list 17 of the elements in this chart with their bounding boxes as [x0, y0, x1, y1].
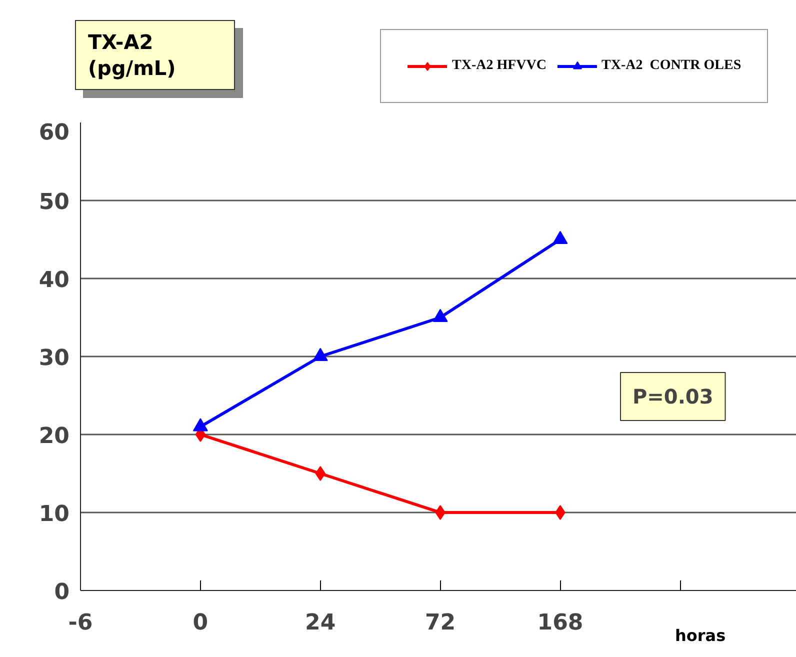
y-axis-title: TX-A2 (pg/mL) — [88, 29, 176, 81]
legend-label: TX-A2 CONTR OLES — [602, 58, 742, 74]
x-tick-label: 0 — [192, 610, 208, 636]
y-tick-label: 10 — [38, 502, 70, 527]
x-tick-label: 168 — [537, 610, 584, 636]
y-tick-label: 20 — [38, 424, 70, 449]
legend-label: TX-A2 HFVVC — [452, 58, 546, 74]
y-tick-label: 40 — [38, 268, 70, 293]
x-tick-label: 72 — [424, 610, 456, 636]
annotation: P=0.03 — [632, 384, 714, 408]
y-tick-label: 30 — [38, 346, 70, 371]
x-tick-label: -6 — [68, 610, 93, 636]
y-tick-label: 50 — [38, 190, 70, 215]
y-tick-label: 0 — [54, 580, 70, 605]
x-tick-label: 24 — [305, 610, 336, 636]
x-axis-title: horas — [675, 625, 726, 647]
y-tick-label: 60 — [38, 120, 70, 146]
